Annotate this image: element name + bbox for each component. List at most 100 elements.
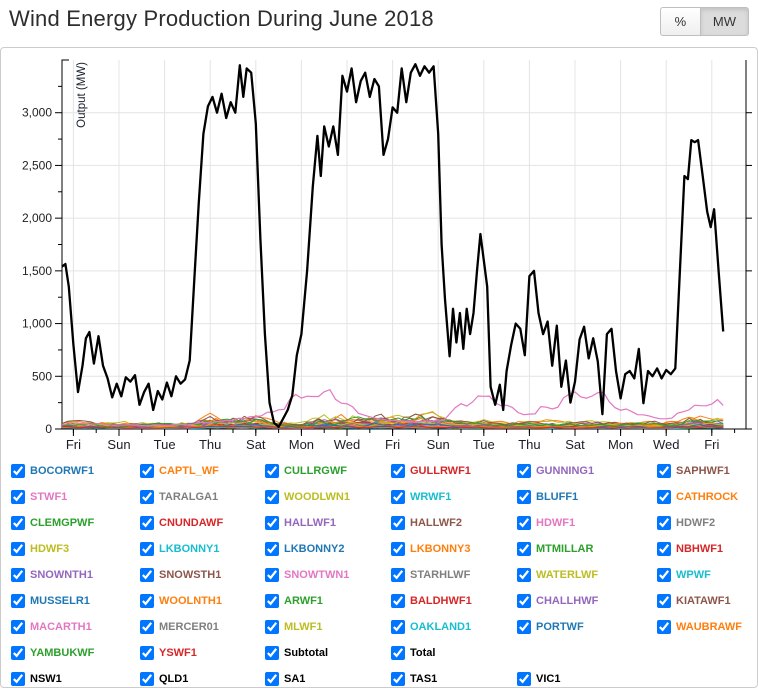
checkbox-cnundawf[interactable] [140,516,154,530]
legend-item-subtotal[interactable]: Subtotal [265,646,391,660]
legend-item-starhlwf[interactable]: STARHLWF [391,568,517,582]
checkbox-stwf1[interactable] [11,490,25,504]
checkbox-tas1[interactable] [391,672,405,686]
legend-item-wrwf1[interactable]: WRWF1 [391,490,517,504]
checkbox-lkbonny1[interactable] [140,542,154,556]
legend-item-snowsth1[interactable]: SNOWSTH1 [140,568,265,582]
checkbox-bocorwf1[interactable] [11,464,25,478]
legend-item-baldhwf1[interactable]: BALDHWF1 [391,594,517,608]
legend-item-macarth1[interactable]: MACARTH1 [11,620,140,634]
checkbox-gunning1[interactable] [517,464,531,478]
checkbox-woodlwn1[interactable] [265,490,279,504]
checkbox-nbhwf1[interactable] [657,542,671,556]
checkbox-portwf[interactable] [517,620,531,634]
legend-item-hallwf2[interactable]: HALLWF2 [391,516,517,530]
legend-item-yswf1[interactable]: YSWF1 [140,646,265,660]
checkbox-vic1[interactable] [517,672,531,686]
percent-toggle-button[interactable]: % [659,7,700,36]
legend-item-waubrawf[interactable]: WAUBRAWF [657,620,757,634]
legend-item-bluff1[interactable]: BLUFF1 [517,490,657,504]
checkbox-starhlwf[interactable] [391,568,405,582]
legend-item-musselr1[interactable]: MUSSELR1 [11,594,140,608]
checkbox-hdwf1[interactable] [517,516,531,530]
legend-item-snownth1[interactable]: SNOWNTH1 [11,568,140,582]
checkbox-waubrawf[interactable] [657,620,671,634]
checkbox-taralga1[interactable] [140,490,154,504]
legend-item-hallwf1[interactable]: HALLWF1 [265,516,391,530]
checkbox-macarth1[interactable] [11,620,25,634]
checkbox-saphwf1[interactable] [657,464,671,478]
checkbox-baldhwf1[interactable] [391,594,405,608]
legend-item-tas1[interactable]: TAS1 [391,672,517,686]
checkbox-waterlwf[interactable] [517,568,531,582]
legend-item-clemgpwf[interactable]: CLEMGPWF [11,516,140,530]
mw-toggle-button[interactable]: MW [699,7,749,36]
legend-item-sa1[interactable]: SA1 [265,672,391,686]
checkbox-hdwf3[interactable] [11,542,25,556]
legend-item-captl_wf[interactable]: CAPTL_WF [140,464,265,478]
legend-item-lkbonny1[interactable]: LKBONNY1 [140,542,265,556]
legend-item-nsw1[interactable]: NSW1 [11,672,140,686]
legend-item-waterlwf[interactable]: WATERLWF [517,568,657,582]
legend-item-oakland1[interactable]: OAKLAND1 [391,620,517,634]
legend-item-lkbonny2[interactable]: LKBONNY2 [265,542,391,556]
checkbox-arwf1[interactable] [265,594,279,608]
legend-item-kiatawf1[interactable]: KIATAWF1 [657,594,757,608]
legend-item-cullrgwf[interactable]: CULLRGWF [265,464,391,478]
checkbox-subtotal[interactable] [265,646,279,660]
checkbox-mtmillar[interactable] [517,542,531,556]
checkbox-hallwf2[interactable] [391,516,405,530]
checkbox-snownth1[interactable] [11,568,25,582]
checkbox-oakland1[interactable] [391,620,405,634]
checkbox-cullrgwf[interactable] [265,464,279,478]
legend-item-bocorwf1[interactable]: BOCORWF1 [11,464,140,478]
legend-item-woodlwn1[interactable]: WOODLWN1 [265,490,391,504]
legend-item-woolnth1[interactable]: WOOLNTH1 [140,594,265,608]
legend-item-hdwf2[interactable]: HDWF2 [657,516,757,530]
legend-item-taralga1[interactable]: TARALGA1 [140,490,265,504]
legend-item-gullrwf1[interactable]: GULLRWF1 [391,464,517,478]
legend-item-gunning1[interactable]: GUNNING1 [517,464,657,478]
checkbox-wpwf[interactable] [657,568,671,582]
checkbox-mlwf1[interactable] [265,620,279,634]
checkbox-qld1[interactable] [140,672,154,686]
checkbox-clemgpwf[interactable] [11,516,25,530]
legend-item-lkbonny3[interactable]: LKBONNY3 [391,542,517,556]
checkbox-wrwf1[interactable] [391,490,405,504]
checkbox-hdwf2[interactable] [657,516,671,530]
checkbox-gullrwf1[interactable] [391,464,405,478]
legend-item-yambukwf[interactable]: YAMBUKWF [11,646,140,660]
checkbox-sa1[interactable] [265,672,279,686]
checkbox-kiatawf1[interactable] [657,594,671,608]
checkbox-snowsth1[interactable] [140,568,154,582]
checkbox-yambukwf[interactable] [11,646,25,660]
legend-item-nbhwf1[interactable]: NBHWF1 [657,542,757,556]
legend-item-stwf1[interactable]: STWF1 [11,490,140,504]
legend-item-mercer01[interactable]: MERCER01 [140,620,265,634]
checkbox-hallwf1[interactable] [265,516,279,530]
checkbox-captl_wf[interactable] [140,464,154,478]
checkbox-mercer01[interactable] [140,620,154,634]
legend-item-wpwf[interactable]: WPWF [657,568,757,582]
legend-item-mtmillar[interactable]: MTMILLAR [517,542,657,556]
checkbox-woolnth1[interactable] [140,594,154,608]
legend-item-portwf[interactable]: PORTWF [517,620,657,634]
legend-item-qld1[interactable]: QLD1 [140,672,265,686]
legend-item-vic1[interactable]: VIC1 [517,672,657,686]
checkbox-yswf1[interactable] [140,646,154,660]
checkbox-musselr1[interactable] [11,594,25,608]
legend-item-total[interactable]: Total [391,646,517,660]
legend-item-cathrock[interactable]: CATHROCK [657,490,757,504]
checkbox-total[interactable] [391,646,405,660]
legend-item-cnundawf[interactable]: CNUNDAWF [140,516,265,530]
legend-item-snowtwn1[interactable]: SNOWTWN1 [265,568,391,582]
checkbox-snowtwn1[interactable] [265,568,279,582]
legend-item-hdwf1[interactable]: HDWF1 [517,516,657,530]
checkbox-lkbonny2[interactable] [265,542,279,556]
legend-item-mlwf1[interactable]: MLWF1 [265,620,391,634]
checkbox-cathrock[interactable] [657,490,671,504]
checkbox-lkbonny3[interactable] [391,542,405,556]
checkbox-bluff1[interactable] [517,490,531,504]
checkbox-nsw1[interactable] [11,672,25,686]
legend-item-challhwf[interactable]: CHALLHWF [517,594,657,608]
